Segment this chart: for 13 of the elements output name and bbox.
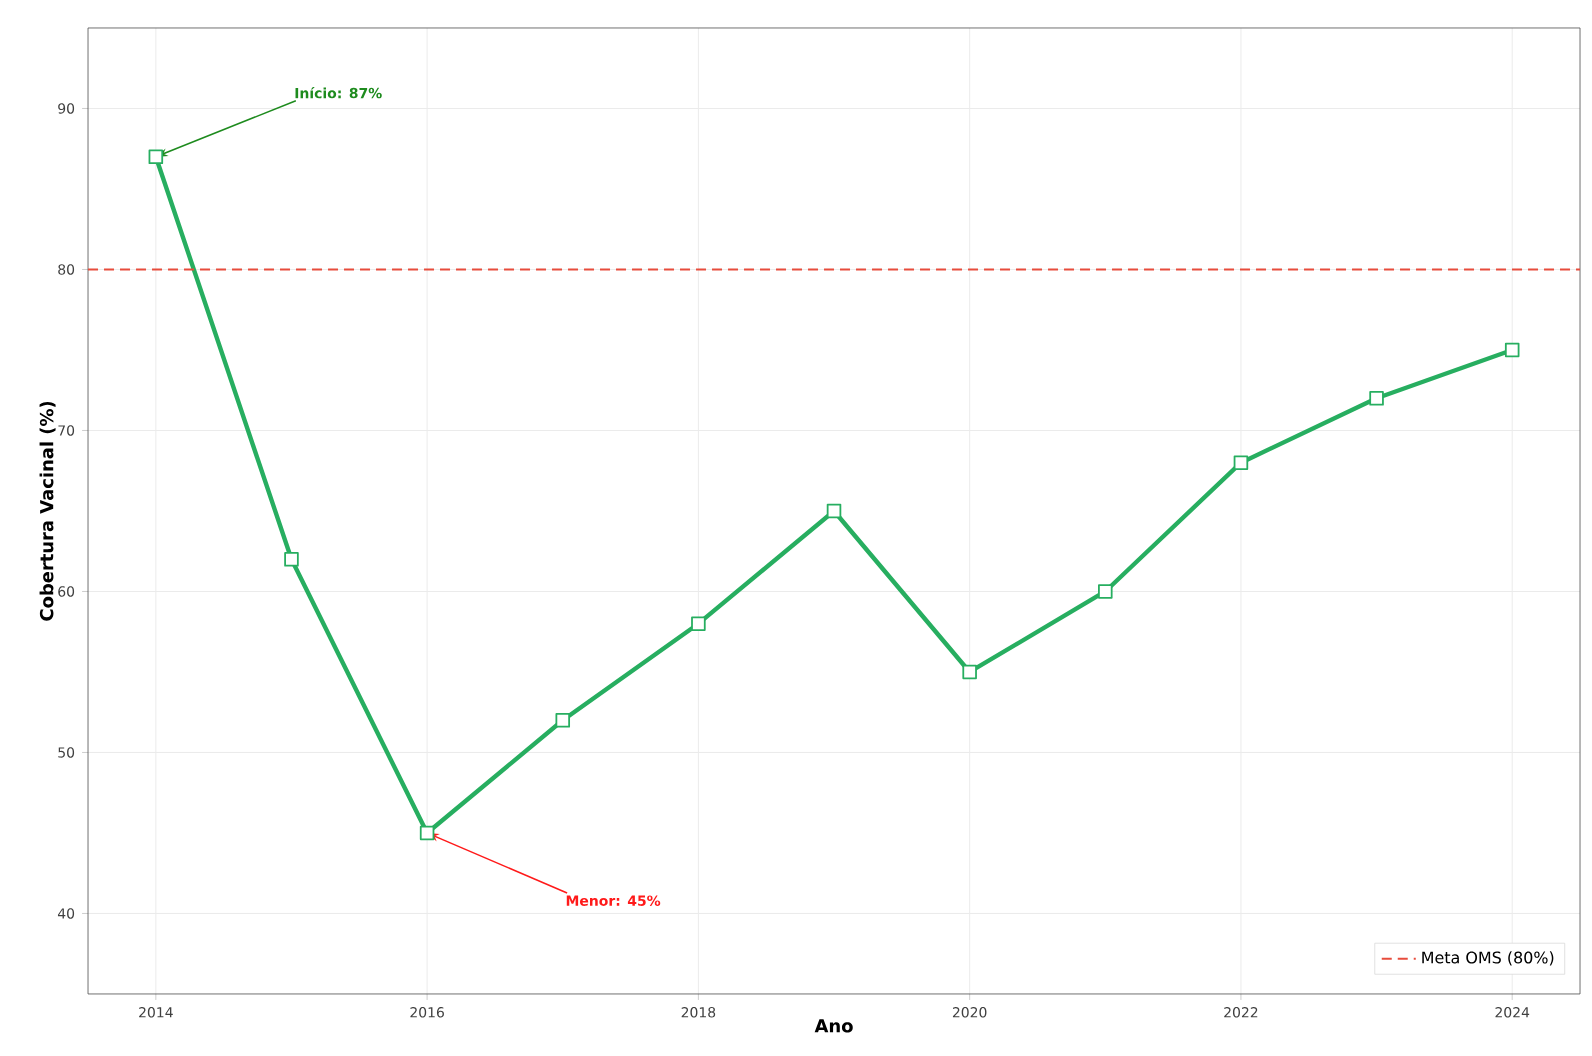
point [1504,342,1520,358]
point [691,616,706,631]
point [284,551,299,567]
point [1233,455,1249,470]
point [1369,390,1384,406]
point [555,712,571,728]
point [148,149,164,165]
x-axis-title: Ano [814,1019,853,1033]
point [826,503,842,519]
point [419,825,435,841]
point [962,664,977,680]
y-axis-title: Cobertura Vacinal (%) [39,401,56,621]
point [1098,584,1113,599]
